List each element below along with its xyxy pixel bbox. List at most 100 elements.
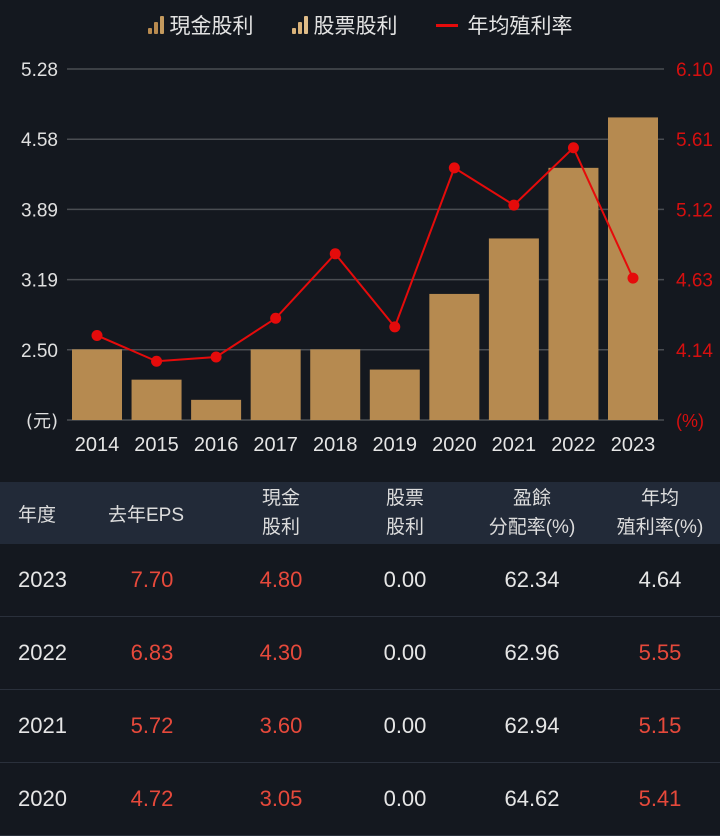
table-header: 年度 去年EPS 現金 股利 股票 股利 盈餘 分配率(%) 年均 殖利率(%) [0, 482, 720, 544]
header-line: 股票 [385, 488, 424, 509]
header-cash-dividend[interactable]: 現金 股利 [216, 484, 346, 542]
yield-point[interactable] [389, 321, 401, 333]
x-axis-label: 2023 [611, 434, 656, 456]
cell-avg-yield: 4.64 [638, 567, 682, 592]
yield-point[interactable] [329, 248, 341, 260]
right-axis-unit: (%) [676, 411, 704, 431]
cell-cash-dividend: 3.60 [259, 713, 303, 738]
yield-point[interactable] [508, 199, 520, 211]
left-axis-tick: 3.89 [21, 200, 58, 221]
table-row[interactable]: 2022 6.83 4.30 0.00 62.96 5.55 [0, 617, 720, 690]
header-line: 現金 [261, 488, 300, 509]
x-axis-label: 2019 [373, 434, 418, 456]
cell-stock-dividend: 0.00 [383, 567, 427, 592]
legend-label: 股票股利 [313, 15, 398, 38]
cell-cash-dividend: 3.05 [259, 786, 303, 811]
cash-dividend-bar[interactable] [608, 117, 658, 421]
cash-dividend-bar[interactable] [131, 379, 182, 420]
right-axis-tick: 5.12 [676, 200, 713, 221]
legend-item-yield[interactable]: 年均殖利率 [435, 10, 573, 40]
cell-eps: 7.70 [130, 567, 174, 592]
x-axis-label: 2021 [492, 434, 537, 456]
header-payout-ratio[interactable]: 盈餘 分配率(%) [464, 484, 600, 542]
yield-point[interactable] [567, 142, 579, 154]
cash-dividend-bar[interactable] [310, 349, 361, 420]
yield-point[interactable] [151, 355, 163, 367]
yield-point[interactable] [270, 312, 282, 324]
dividend-table: 年度 去年EPS 現金 股利 股票 股利 盈餘 分配率(%) 年均 殖利率(%)… [0, 482, 720, 836]
right-axis-tick: 6.10 [676, 60, 713, 81]
yield-point[interactable] [210, 351, 222, 363]
cell-stock-dividend: 0.00 [383, 640, 427, 665]
cash-dividend-bar[interactable] [488, 238, 539, 420]
right-axis-tick: 4.14 [676, 341, 713, 362]
table-row[interactable]: 2023 7.70 4.80 0.00 62.34 4.64 [0, 544, 720, 617]
cash-dividend-bar[interactable] [191, 399, 242, 420]
table-row[interactable]: 2021 5.72 3.60 0.00 62.94 5.15 [0, 690, 720, 763]
header-line: 股利 [261, 517, 300, 538]
header-line: 盈餘 [512, 488, 551, 509]
legend-label: 現金股利 [169, 15, 254, 38]
header-line: 年均 [640, 488, 679, 509]
header-avg-yield[interactable]: 年均 殖利率(%) [600, 484, 720, 542]
cash-dividend-bar[interactable] [548, 167, 599, 420]
cell-year: 2020 [18, 786, 67, 811]
x-axis-label: 2018 [313, 434, 358, 456]
header-eps[interactable]: 去年EPS [108, 504, 185, 526]
cash-dividend-bar[interactable] [429, 293, 480, 420]
cell-avg-yield: 5.55 [638, 640, 682, 665]
cash-dividend-bar[interactable] [72, 349, 122, 420]
x-axis-label: 2022 [551, 434, 596, 456]
dividend-chart: 5.28 6.10 4.58 5.61 3.89 5.12 3.19 4.63 2.50 4.14… [0, 50, 720, 470]
chart-canvas: 5.28 6.10 4.58 5.61 3.89 5.12 3.19 4.63 2.50 4.14… [21, 60, 713, 456]
left-axis-tick: 3.19 [21, 271, 58, 292]
cell-year: 2023 [18, 567, 67, 592]
cell-year: 2021 [18, 713, 67, 738]
x-axis-label: 2014 [75, 434, 120, 456]
cell-year: 2022 [18, 640, 67, 665]
yield-point[interactable] [91, 329, 103, 341]
cell-cash-dividend: 4.30 [259, 640, 303, 665]
legend-item-stock-dividend[interactable]: 股票股利 [291, 10, 398, 40]
cell-eps: 6.83 [130, 640, 174, 665]
yield-point[interactable] [448, 162, 460, 174]
legend-item-cash-dividend[interactable]: 現金股利 [147, 10, 254, 40]
cell-payout-ratio: 64.62 [504, 786, 560, 811]
cell-payout-ratio: 62.96 [504, 640, 560, 665]
cell-avg-yield: 5.15 [638, 713, 682, 738]
chart-legend: 現金股利 股票股利 年均殖利率 [0, 0, 720, 50]
x-axis-label: 2015 [134, 434, 179, 456]
cell-stock-dividend: 0.00 [383, 786, 427, 811]
left-axis-tick: 4.58 [21, 130, 58, 151]
cash-dividend-bar[interactable] [369, 369, 420, 420]
x-axis-label: 2020 [432, 434, 477, 456]
cell-stock-dividend: 0.00 [383, 713, 427, 738]
table-body: 2023 7.70 4.80 0.00 62.34 4.64 2022 6.83 4.30 0.0… [0, 544, 720, 836]
header-year[interactable]: 年度 [18, 504, 57, 526]
yield-line [96, 146, 634, 363]
cell-eps: 5.72 [130, 713, 174, 738]
header-stock-dividend[interactable]: 股票 股利 [346, 484, 464, 542]
cash-dividend-bar[interactable] [250, 349, 301, 420]
line-icon [435, 23, 458, 27]
legend-label: 年均殖利率 [467, 15, 573, 38]
table-row[interactable]: 2020 4.72 3.05 0.00 64.62 5.41 [0, 763, 720, 836]
cell-eps: 4.72 [130, 786, 174, 811]
bar-chart-icon [147, 16, 164, 34]
right-axis-tick: 4.63 [676, 271, 713, 292]
right-axis-tick: 5.61 [676, 130, 713, 151]
header-line: 股利 [385, 517, 424, 538]
cell-cash-dividend: 4.80 [259, 567, 303, 592]
cell-payout-ratio: 62.94 [504, 713, 560, 738]
header-line: 分配率(%) [488, 517, 576, 538]
left-axis-tick: 2.50 [21, 341, 58, 362]
left-axis-tick: 5.28 [21, 60, 58, 81]
x-axis-label: 2017 [253, 434, 298, 456]
bar-chart-icon [291, 16, 308, 34]
cell-payout-ratio: 62.34 [504, 567, 560, 592]
yield-point[interactable] [627, 272, 639, 284]
left-axis-unit: (元) [26, 411, 58, 432]
cell-avg-yield: 5.41 [638, 786, 682, 811]
header-line: 殖利率(%) [616, 517, 704, 538]
x-axis-label: 2016 [194, 434, 239, 456]
